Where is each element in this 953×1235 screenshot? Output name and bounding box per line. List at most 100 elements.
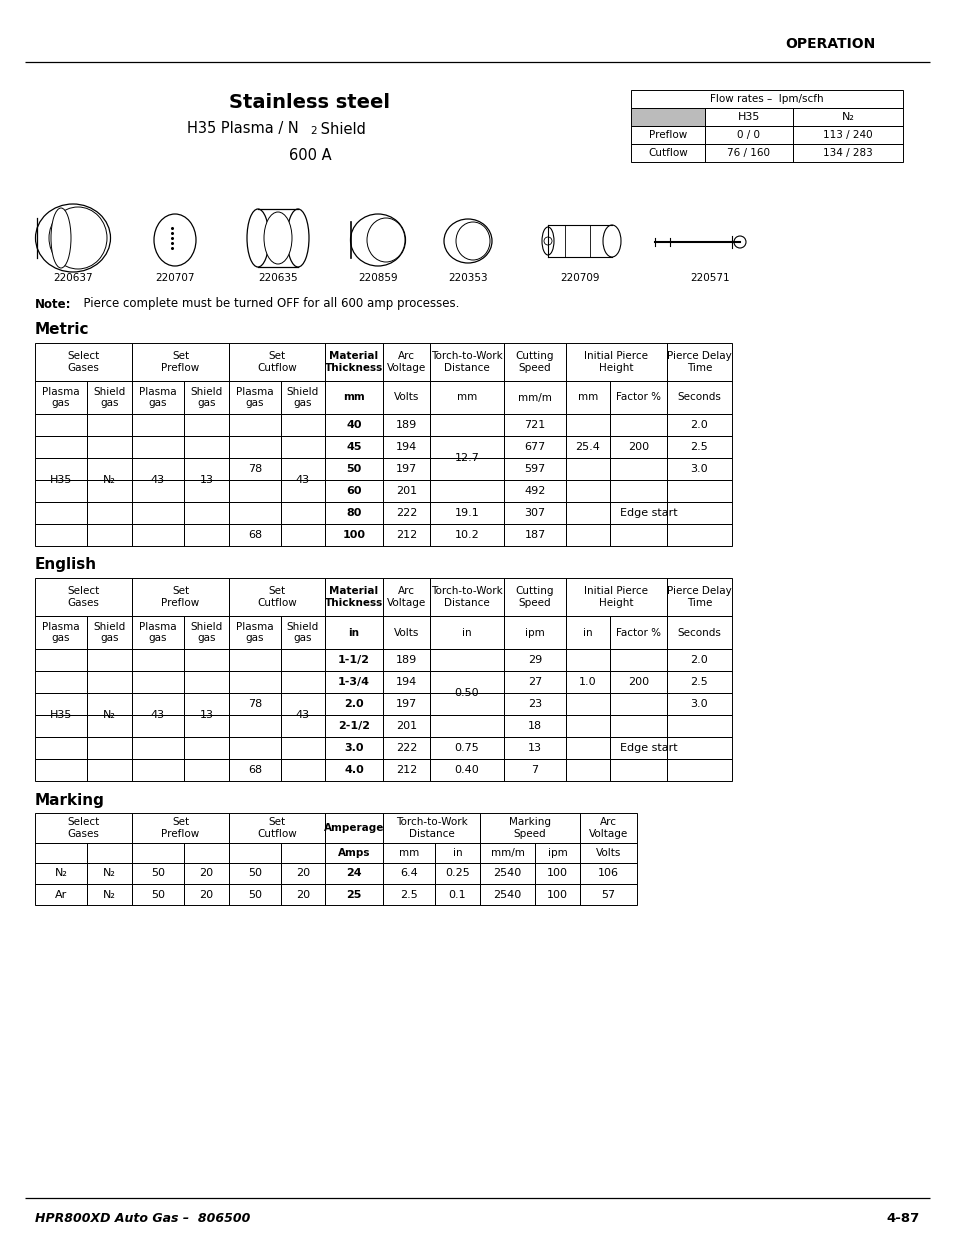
Text: N₂: N₂ [103, 710, 116, 720]
Bar [87, 524, 132, 546]
Bar [229, 760, 281, 781]
Text: 2.0: 2.0 [690, 420, 708, 430]
Bar [229, 458, 281, 480]
Ellipse shape [287, 209, 309, 267]
Text: 0.40: 0.40 [455, 764, 478, 776]
Bar [132, 760, 184, 781]
Bar [87, 884, 132, 905]
Text: in: in [348, 627, 359, 637]
Bar [132, 693, 184, 715]
Bar [184, 844, 229, 863]
Bar [430, 414, 503, 436]
Text: 27: 27 [527, 677, 541, 687]
Bar [666, 480, 731, 501]
Text: Select
Gases: Select Gases [68, 818, 99, 839]
Text: mm: mm [578, 393, 598, 403]
Text: 222: 222 [395, 743, 416, 753]
Bar [565, 382, 609, 414]
Text: Arc
Voltage: Arc Voltage [387, 587, 426, 608]
Bar [565, 524, 609, 546]
Text: 189: 189 [395, 655, 416, 664]
Bar [229, 414, 281, 436]
Bar [184, 650, 229, 671]
Text: Edge start: Edge start [619, 508, 677, 517]
Text: 57: 57 [600, 889, 615, 899]
Text: OPERATION: OPERATION [784, 37, 874, 51]
Text: 2540: 2540 [493, 889, 521, 899]
Text: Torch-to-Work
Distance: Torch-to-Work Distance [431, 351, 502, 373]
Text: 1-3/4: 1-3/4 [337, 677, 370, 687]
Text: in: in [582, 627, 592, 637]
Text: Shield
gas: Shield gas [287, 621, 319, 643]
Bar [503, 737, 565, 760]
Bar [281, 616, 325, 650]
Ellipse shape [367, 219, 405, 262]
Bar [184, 863, 229, 884]
Bar [430, 737, 503, 760]
Bar [325, 671, 382, 693]
Bar [325, 480, 382, 501]
Bar [35, 693, 87, 715]
Bar [609, 737, 666, 760]
Text: 677: 677 [524, 442, 545, 452]
Bar [281, 382, 325, 414]
Bar [503, 414, 565, 436]
Bar [87, 693, 132, 715]
Bar [184, 501, 229, 524]
Bar [503, 671, 565, 693]
Bar [184, 524, 229, 546]
Bar [132, 414, 184, 436]
Text: 220353: 220353 [448, 273, 487, 283]
Bar [430, 578, 503, 616]
Text: 2.0: 2.0 [344, 699, 363, 709]
Bar [132, 501, 184, 524]
Bar [792, 107, 902, 126]
Bar [704, 144, 792, 162]
Bar [35, 501, 87, 524]
Bar [609, 501, 666, 524]
Bar [35, 578, 132, 616]
Bar [503, 616, 565, 650]
Text: 76 / 160: 76 / 160 [727, 148, 770, 158]
Bar [666, 671, 731, 693]
Text: 200: 200 [627, 677, 648, 687]
Bar [430, 524, 503, 546]
Bar [565, 671, 609, 693]
Bar [430, 343, 503, 382]
Bar [35, 671, 87, 693]
Bar [666, 382, 731, 414]
Bar [430, 616, 503, 650]
Bar [630, 90, 902, 107]
Bar [609, 671, 666, 693]
Text: Torch-to-Work
Distance: Torch-to-Work Distance [395, 818, 467, 839]
Text: 222: 222 [395, 508, 416, 517]
Text: 600 A: 600 A [289, 148, 331, 163]
Bar [325, 737, 382, 760]
Bar [229, 693, 281, 715]
Bar [579, 813, 637, 844]
Bar [184, 458, 229, 480]
Text: Material
Thickness: Material Thickness [325, 351, 383, 373]
Bar [430, 671, 503, 693]
Bar [503, 343, 565, 382]
Bar [325, 715, 382, 737]
Bar [666, 650, 731, 671]
Bar [35, 480, 87, 501]
Bar [325, 501, 382, 524]
Bar [229, 480, 281, 501]
Text: Stainless steel: Stainless steel [230, 94, 390, 112]
Bar [132, 578, 229, 616]
Bar [184, 382, 229, 414]
Text: Select
Gases: Select Gases [68, 587, 99, 608]
Text: N₂: N₂ [54, 868, 68, 878]
Text: Shield
gas: Shield gas [191, 621, 222, 643]
Text: 187: 187 [524, 530, 545, 540]
Text: Set
Preflow: Set Preflow [161, 351, 199, 373]
Bar [503, 693, 565, 715]
Text: 597: 597 [524, 464, 545, 474]
Bar [132, 737, 184, 760]
Bar [132, 650, 184, 671]
Text: 113 / 240: 113 / 240 [822, 130, 872, 140]
Ellipse shape [264, 212, 292, 264]
Text: Seconds: Seconds [677, 627, 720, 637]
